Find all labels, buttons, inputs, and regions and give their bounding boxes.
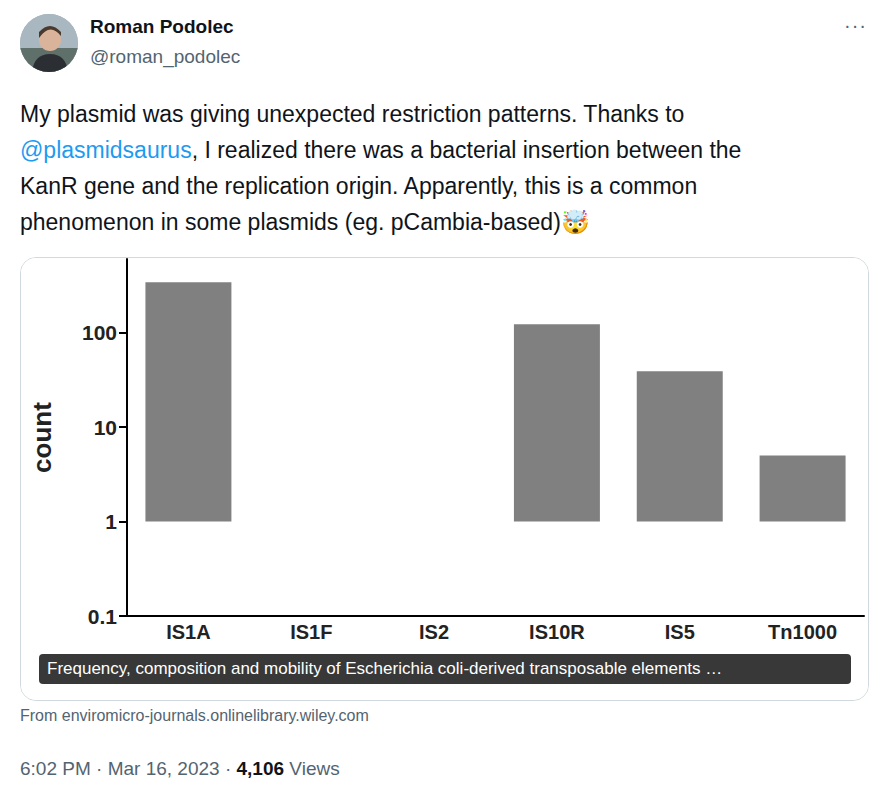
svg-text:10: 10 (94, 416, 117, 439)
html-text:phenomenon in some plasmids (e: phenomenon in some plasmids (eg. pCambia… (20, 209, 590, 235)
svg-text:100: 100 (82, 321, 117, 344)
svg-text:0.1: 0.1 (88, 605, 118, 628)
svg-text:1: 1 (105, 510, 117, 533)
svg-text:IS1A: IS1A (166, 621, 210, 643)
html-text:@roman_podolec: @roman_podolec (90, 46, 241, 67)
svg-text:count: count (27, 402, 57, 473)
svg-text:IS1F: IS1F (290, 621, 332, 643)
html-text:@plasmidsaurus, I realized the: @plasmidsaurus, I realized there was a b… (20, 137, 742, 163)
svg-text:IS2: IS2 (419, 621, 449, 643)
html-text:Frequency, composition and mob: Frequency, composition and mobility of E… (47, 659, 723, 678)
html-text:KanR gene and the replication: KanR gene and the replication origin. Ap… (20, 173, 698, 199)
svg-text:IS5: IS5 (665, 621, 695, 643)
html-text:My plasmid was giving unexpect: My plasmid was giving unexpected restric… (20, 101, 685, 127)
html-text:Roman Podolec: Roman Podolec (90, 16, 234, 37)
html-text:6:02 PM · Mar 16, 2023 · 4,106: 6:02 PM · Mar 16, 2023 · 4,106 Views (20, 758, 340, 779)
html-text:From enviromicro-journals.onli: From enviromicro-journals.onlinelibrary.… (20, 707, 369, 724)
svg-text:IS10R: IS10R (529, 621, 585, 643)
svg-text:Tn1000: Tn1000 (768, 621, 837, 643)
